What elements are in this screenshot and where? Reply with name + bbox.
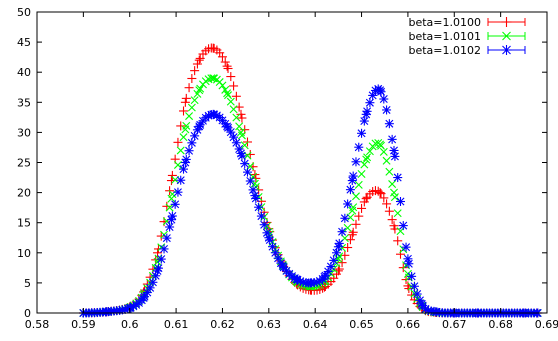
- data-point-fill: [379, 95, 388, 104]
- data-point-fill: [354, 143, 363, 152]
- data-point-fill: [399, 221, 408, 230]
- x-tick-label-11: 0.69: [535, 318, 558, 331]
- data-point-fill: [162, 234, 171, 243]
- data-point-fill: [154, 264, 163, 273]
- x-tick-label-3: 0.61: [164, 318, 189, 331]
- data-point-fill: [237, 151, 246, 160]
- data-point-fill: [393, 173, 402, 182]
- legend-marker-2: [502, 45, 512, 55]
- data-point-fill: [402, 243, 411, 252]
- data-point-fill: [165, 222, 174, 231]
- y-tick-label-2: 10: [17, 247, 31, 260]
- x-tick-label-2: 0.6: [121, 318, 139, 331]
- y-tick-label-0: 0: [24, 307, 31, 320]
- data-point-fill: [343, 199, 352, 208]
- data-point-fill: [168, 212, 177, 221]
- data-point-fill: [338, 227, 347, 236]
- data-point-fill: [346, 185, 355, 194]
- data-point-fill: [396, 197, 405, 206]
- y-tick-label-9: 45: [17, 36, 31, 49]
- data-point-fill: [185, 146, 194, 155]
- data-point-fill: [251, 194, 260, 203]
- y-tick-label-6: 30: [17, 126, 31, 139]
- x-tick-label-6: 0.64: [303, 318, 328, 331]
- data-point-fill: [349, 172, 358, 181]
- x-tick-label-7: 0.65: [349, 318, 374, 331]
- data-point-fill: [410, 282, 419, 291]
- data-point-fill: [243, 168, 252, 177]
- data-point-fill: [385, 119, 394, 128]
- data-point-fill: [388, 135, 397, 144]
- y-tick-label-3: 15: [17, 217, 31, 230]
- y-tick-label-7: 35: [17, 96, 31, 109]
- data-point-fill: [360, 117, 369, 126]
- legend-label-1: beta=1.0101: [408, 30, 481, 43]
- data-point-fill: [335, 239, 344, 248]
- y-tick-label-1: 5: [24, 277, 31, 290]
- data-point-fill: [340, 214, 349, 223]
- data-point-fill: [157, 255, 166, 264]
- legend-label-0: beta=1.0100: [408, 16, 481, 29]
- data-point-fill: [407, 272, 416, 281]
- legend-label-2: beta=1.0102: [408, 44, 481, 57]
- data-point-fill: [240, 159, 249, 168]
- data-point-fill: [260, 220, 269, 229]
- data-point-fill: [363, 107, 372, 116]
- x-tick-label-8: 0.66: [396, 318, 421, 331]
- data-point-fill: [332, 248, 341, 257]
- x-tick-label-4: 0.62: [210, 318, 235, 331]
- x-tick-label-9: 0.67: [442, 318, 467, 331]
- data-point-fill: [246, 177, 255, 186]
- y-tick-label-4: 20: [17, 187, 31, 200]
- x-tick-label-5: 0.63: [257, 318, 282, 331]
- data-point-fill: [404, 259, 413, 268]
- y-tick-label-8: 40: [17, 66, 31, 79]
- x-tick-label-1: 0.59: [71, 318, 96, 331]
- data-point-fill: [257, 212, 266, 221]
- data-point-fill: [249, 185, 258, 194]
- y-tick-label-10: 50: [17, 6, 31, 19]
- data-point-fill: [382, 105, 391, 114]
- data-point-fill: [357, 129, 366, 138]
- data-point-fill: [160, 244, 169, 253]
- y-tick-label-5: 25: [17, 157, 31, 170]
- data-point-fill: [176, 176, 185, 185]
- data-point-fill: [351, 157, 360, 166]
- data-point-fill: [390, 152, 399, 161]
- data-point-fill: [179, 165, 188, 174]
- x-tick-label-10: 0.68: [488, 318, 513, 331]
- data-point-fill: [173, 188, 182, 197]
- data-point-fill: [254, 203, 263, 212]
- data-point-fill: [171, 200, 180, 209]
- data-point-fill: [182, 155, 191, 164]
